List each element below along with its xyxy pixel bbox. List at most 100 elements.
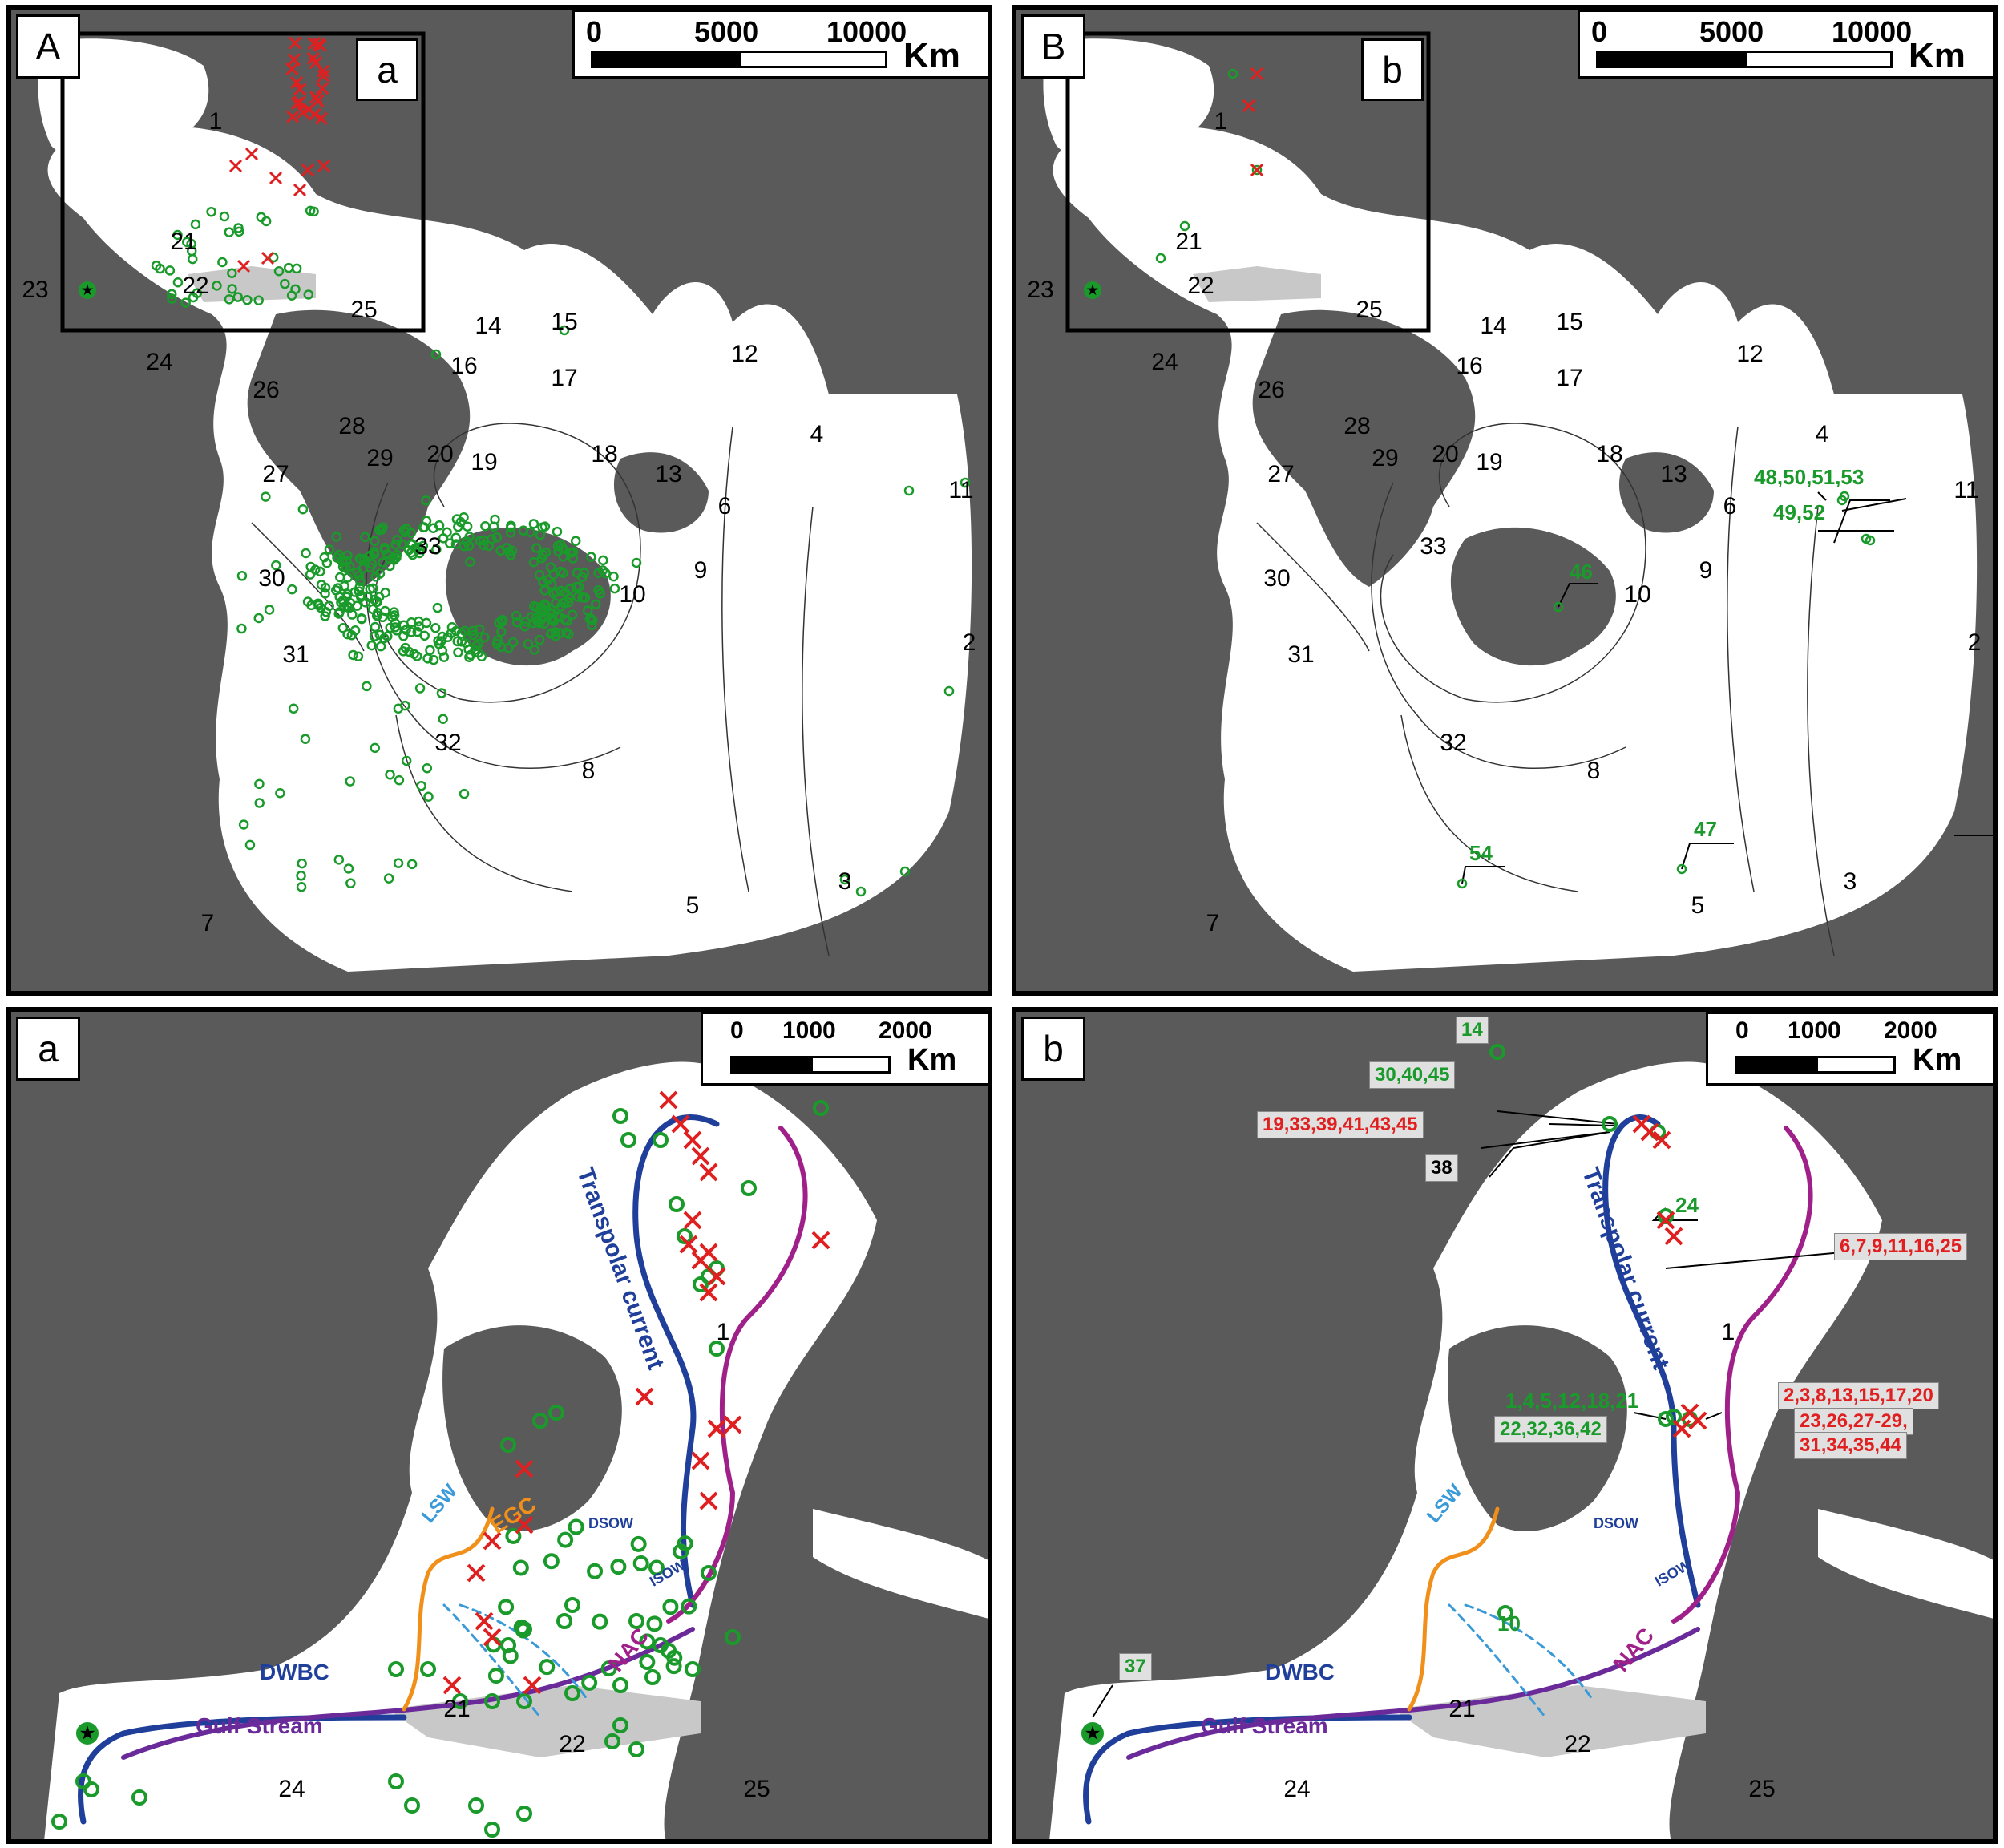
present-site-icon xyxy=(181,237,192,248)
absent-site-icon xyxy=(311,94,325,108)
region-15: 15 xyxy=(1556,309,1583,335)
present-site-icon xyxy=(538,576,548,587)
current-label-dwbc: DWBC xyxy=(260,1660,330,1684)
region-23: 23 xyxy=(1027,277,1054,303)
present-site-icon xyxy=(390,540,401,550)
region-25: 25 xyxy=(350,297,378,323)
present-site-icon xyxy=(661,1642,677,1659)
present-site-icon xyxy=(83,1781,99,1797)
present-site-icon xyxy=(391,549,402,560)
scale-bar-B: 0 5000 10000 Km xyxy=(1578,10,1993,79)
present-site-icon xyxy=(528,557,539,568)
present-site-icon xyxy=(632,1555,649,1571)
absent-site-icon xyxy=(317,159,331,173)
present-site-icon xyxy=(421,516,432,526)
scale-bar-graphic xyxy=(1735,1056,1896,1074)
present-site-icon xyxy=(406,539,418,549)
region-20: 20 xyxy=(426,441,454,467)
present-site-icon xyxy=(256,212,267,223)
present-site-icon xyxy=(1865,535,1876,546)
absent-site-icon xyxy=(483,1531,502,1551)
present-site-icon xyxy=(476,651,487,662)
region-3: 3 xyxy=(1843,868,1857,895)
scale-unit: Km xyxy=(1909,36,1966,75)
leader-lines-B xyxy=(1461,491,1993,884)
scale-tick-0: 0 xyxy=(586,15,603,48)
present-site-icon xyxy=(324,544,335,555)
region-16: 16 xyxy=(450,353,478,379)
present-site-icon xyxy=(568,553,578,564)
region-24: 24 xyxy=(278,1776,305,1802)
present-site-icon xyxy=(378,612,388,623)
present-site-icon xyxy=(219,211,230,222)
present-site-icon xyxy=(358,564,369,574)
region-17: 17 xyxy=(551,365,578,391)
scale-tick-5000: 5000 xyxy=(694,15,759,48)
present-site-icon xyxy=(315,566,325,577)
present-site-icon xyxy=(275,788,285,799)
region-26: 26 xyxy=(253,377,280,403)
absent-site-icon xyxy=(309,56,322,70)
present-site-icon xyxy=(51,1814,67,1830)
present-site-icon xyxy=(496,615,507,626)
absent-site-icon xyxy=(1250,163,1264,177)
present-site-icon xyxy=(538,549,548,560)
present-site-icon xyxy=(491,532,503,543)
present-site-icon xyxy=(496,626,507,637)
site-label-37: 37 xyxy=(1119,1653,1152,1680)
absent-site-icon xyxy=(289,36,302,50)
present-site-icon xyxy=(224,227,235,237)
absent-site-icon xyxy=(290,75,304,90)
panel-a-north-atlantic-map: ★ a 0 1000 2000 Km 1 21 22 24 25 Transpo… xyxy=(6,1007,992,1844)
present-site-icon xyxy=(166,289,177,300)
present-site-icon xyxy=(1497,1605,1513,1621)
present-site-icon xyxy=(628,1741,644,1757)
present-site-icon xyxy=(608,571,619,582)
present-site-icon xyxy=(212,281,222,291)
scale-bar-graphic xyxy=(591,51,887,68)
absent-site-icon xyxy=(707,1419,726,1438)
present-site-icon xyxy=(475,624,485,635)
present-site-icon xyxy=(227,268,237,278)
present-site-icon xyxy=(516,1806,532,1822)
absent-site-icon xyxy=(442,1676,462,1695)
present-site-icon xyxy=(397,539,407,550)
present-site-icon xyxy=(903,485,915,496)
present-site-icon xyxy=(335,572,345,583)
region-14: 14 xyxy=(475,313,502,339)
present-site-icon xyxy=(577,592,588,603)
region-21: 21 xyxy=(1175,228,1202,255)
region-19: 19 xyxy=(471,449,498,475)
present-site-icon xyxy=(450,532,461,543)
present-site-icon xyxy=(224,294,235,305)
present-site-icon xyxy=(172,277,184,288)
present-site-icon xyxy=(453,647,463,658)
region-24: 24 xyxy=(146,349,173,375)
region-2: 2 xyxy=(962,629,976,656)
present-site-icon xyxy=(414,548,425,559)
present-site-icon xyxy=(459,788,470,799)
present-site-icon xyxy=(416,780,426,791)
present-site-icon xyxy=(709,1341,725,1357)
present-site-icon xyxy=(462,521,473,532)
present-site-icon xyxy=(374,524,385,536)
shelf-22-shading xyxy=(1193,266,1321,302)
site-label-48-53: 48,50,51,53 xyxy=(1754,465,1865,489)
present-site-icon xyxy=(628,1613,644,1629)
present-site-icon xyxy=(471,641,482,652)
present-site-icon xyxy=(532,1413,548,1429)
present-site-icon xyxy=(309,206,319,217)
present-site-icon xyxy=(348,649,358,661)
region-10: 10 xyxy=(619,581,646,608)
present-site-icon xyxy=(334,592,345,602)
star-glyph: ★ xyxy=(1084,1722,1101,1745)
present-site-icon xyxy=(172,229,183,241)
site-label-22-32-36-42: 22,32,36,42 xyxy=(1494,1416,1607,1443)
region-21: 21 xyxy=(170,228,197,255)
region-16: 16 xyxy=(1456,353,1483,379)
present-site-icon xyxy=(379,543,390,553)
present-site-icon xyxy=(630,1535,647,1552)
present-site-icon xyxy=(287,584,297,595)
present-site-icon xyxy=(478,535,489,546)
present-site-icon xyxy=(383,873,394,884)
